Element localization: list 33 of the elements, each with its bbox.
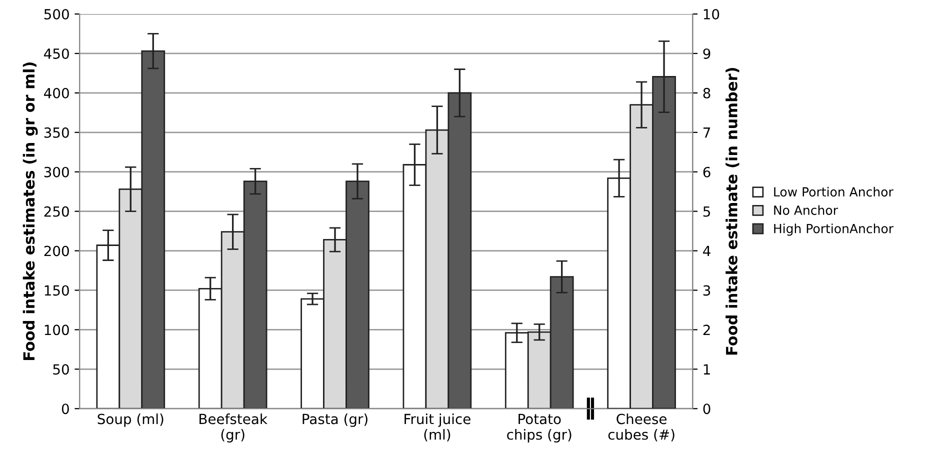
y-tick-label: 50 [53,364,69,375]
y-tick-label: 450 [44,48,69,59]
y-tick-label: 100 [44,324,69,336]
y2-tick-label: 7 [704,128,710,138]
y2-tick-label: 0 [703,404,710,414]
y-tick-label: 500 [44,8,69,20]
y-tick-label: 250 [44,206,69,217]
y-tick-label: 200 [44,246,69,256]
y2-tick-label: 6 [703,166,710,178]
x-tick-label: Beefsteak (gr) [200,413,268,442]
y2-tick-label: 5 [703,206,710,217]
y2-tick-label: 2 [703,324,710,335]
x-tick-label: Potato chips (gr) [507,414,572,442]
y2-tick-label: 8 [703,88,710,98]
y2-tick-label: 4 [703,246,710,256]
y2-tick-label: 9 [703,48,710,59]
y-tick-label: 150 [44,285,69,296]
y-axis-title: Food intake estimates (in gr or ml) [22,62,38,360]
y-tick-label: 300 [44,166,69,178]
y-tick-label: 0 [62,404,69,414]
x-tick-label: Cheese cubes (#) [608,413,674,442]
y2-tick-label: 10 [704,8,720,20]
x-tick-label: Pasta (gr) [302,414,368,427]
x-tick-label: Soup (ml) [98,413,164,427]
y-tick-label: 400 [44,88,69,98]
legend-label: High PortionAnchor [774,224,894,236]
y2-tick-label: 3 [703,285,710,296]
legend-label: No Anchor [774,205,838,215]
x-tick-label: Fruit juice (ml) [404,413,470,442]
y2-tick-label: 1 [704,364,710,374]
y2-axis-title: Food intake estimate (in number) [726,68,740,355]
y-tick-label: 350 [44,127,69,138]
legend-label: Low Portion Anchor [774,186,894,197]
